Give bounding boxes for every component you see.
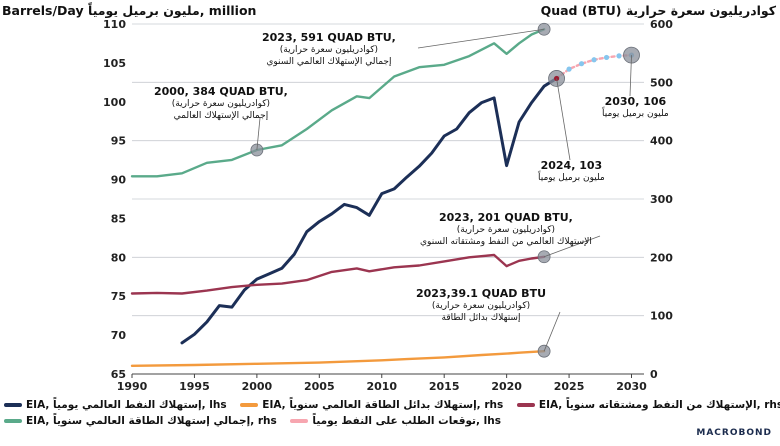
legend-item-oil: EIA, إستهلاك النفط العالمي يومياً, lhs [4, 399, 227, 411]
y-left-tick-label: 70 [111, 329, 127, 342]
y-left-tick-label: 100 [103, 96, 126, 109]
annotation-2000-line1: 2000, 384 QUAD BTU, [154, 85, 288, 98]
legend-row-1: EIA, إستهلاك النفط العالمي يومياً, lhs E… [4, 398, 780, 411]
y-right-tick-label: 100 [650, 310, 673, 323]
x-tick-label: 2025 [554, 380, 585, 393]
legend-item-alternatives: EIA, إستهلاك بدائل الطاقة العالمي سنوياً… [240, 399, 503, 411]
annotation-2030-line2: مليون برميل يومياً [602, 109, 669, 119]
forecast-point [566, 66, 572, 72]
y-right-tick-label: 0 [650, 368, 658, 381]
y-right-tick-label: 400 [650, 135, 673, 148]
annotation-2000-line3: إجمالي الإستهلاك العالمي [173, 111, 269, 121]
x-tick-label: 2005 [304, 380, 335, 393]
annotation-leader [417, 28, 545, 49]
annotation-2023-alternatives: 2023,39.1 QUAD BTU (كوادريليون سعرة حرار… [416, 288, 546, 324]
annotation-2023-oilgas-line3: الإستهلاك العالمي من النفط ومشتقاته السن… [420, 237, 592, 247]
annotation-2030-line1: 2030, 106 [604, 95, 667, 108]
legend-swatch-forecast [290, 419, 309, 423]
y-left-tick-label: 80 [111, 251, 127, 264]
annotation-2023-alt-line2: (كوادريليون سعرة حرارية) [431, 301, 531, 311]
legend-label-forecast: توقعات الطلب على النفط يومياً, lhs [312, 415, 501, 427]
y-right-tick-label: 200 [650, 251, 673, 264]
macrobond-logo: MACROBOND [696, 428, 772, 438]
annotation-2024-line2: مليون برميل يومياً [538, 173, 605, 183]
annotation-2000-line2: (كوادريليون سعرة حرارية) [171, 99, 271, 109]
annotation-2023-total-line3: إجمالي الإستهلاك العالمي السنوي [266, 57, 392, 67]
y-right-tick-label: 500 [650, 76, 673, 89]
x-tick-label: 2020 [491, 380, 522, 393]
x-tick-label: 2030 [616, 380, 647, 393]
forecast-point [616, 53, 622, 59]
y-left-tick-label: 95 [111, 135, 126, 148]
legend-swatch-total [4, 419, 22, 423]
legend-row-2: EIA, إجمالي إستهلاك الطاقة العالمي سنويا… [4, 414, 511, 427]
annotation-2024: 2024, 103 مليون برميل يومياً [538, 160, 605, 184]
annotation-2023-total-line2: (كوادريليون سعرة حرارية) [279, 45, 379, 55]
annotation-2023-oilgas: 2023, 201 QUAD BTU, (كوادريليون سعرة حرا… [420, 212, 592, 248]
x-tick-label: 1995 [179, 380, 210, 393]
annotation-leader [543, 311, 561, 352]
y-left-tick-label: 105 [103, 57, 126, 70]
series-line-oil [180, 76, 559, 345]
annotation-2023-alt-line1: 2023,39.1 QUAD BTU [416, 287, 547, 300]
legend-label-oil-gas: EIA, الإستهلاك من النفط ومشتقاته سنوياً,… [538, 399, 780, 411]
annotation-leader [256, 117, 261, 151]
legend-swatch-alternatives [240, 403, 259, 407]
x-tick-label: 1990 [117, 380, 148, 393]
legend-swatch-oil-gas [516, 403, 535, 407]
left-axis-title: Barrels/Day مليون برميل يومياً, million [2, 3, 257, 18]
x-tick-label: 2000 [242, 380, 273, 393]
annotation-2023-oilgas-line2: (كوادريليون سعرة حرارية) [456, 225, 556, 235]
legend-swatch-oil [4, 403, 22, 407]
annotation-2030: 2030, 106 مليون برميل يومياً [602, 96, 669, 120]
y-left-tick-label: 65 [111, 368, 126, 381]
y-left-tick-label: 85 [111, 212, 126, 225]
annotation-leader [543, 235, 601, 258]
legend-item-oil-gas: EIA, الإستهلاك من النفط ومشتقاته سنوياً,… [516, 399, 780, 411]
y-left-tick-label: 110 [103, 18, 126, 31]
series-line-total [130, 28, 546, 178]
y-left-tick-label: 75 [111, 290, 126, 303]
annotation-2023-oilgas-line1: 2023, 201 QUAD BTU, [439, 211, 573, 224]
legend-label-alternatives: EIA, إستهلاك بدائل الطاقة العالمي سنوياً… [262, 399, 504, 411]
legend-label-oil: EIA, إستهلاك النفط العالمي يومياً, lhs [26, 399, 227, 411]
x-tick-label: 2015 [429, 380, 460, 393]
annotation-leader [629, 55, 632, 97]
legend-item-forecast: توقعات الطلب على النفط يومياً, lhs [290, 415, 501, 427]
x-tick-label: 2010 [366, 380, 397, 393]
annotation-2024-line1: 2024, 103 [540, 159, 603, 172]
y-left-tick-label: 90 [111, 174, 127, 187]
legend-label-total: EIA, إجمالي إستهلاك الطاقة العالمي سنويا… [26, 415, 277, 427]
annotation-leader [556, 78, 571, 161]
forecast-point [603, 54, 610, 61]
annotation-2023-total-line1: 2023, 591 QUAD BTU, [262, 31, 396, 44]
series-line-alternatives [130, 350, 546, 367]
right-axis-title: Quad (BTU) كوادريليون سعرة حرارية [540, 3, 776, 18]
forecast-point [591, 57, 597, 63]
annotation-2023-total: 2023, 591 QUAD BTU, (كوادريليون سعرة حرا… [262, 32, 396, 68]
y-right-tick-label: 600 [650, 18, 673, 31]
legend-item-total: EIA, إجمالي إستهلاك الطاقة العالمي سنويا… [4, 415, 277, 427]
annotation-2023-alt-line3: إستهلاك بدائل الطاقة [441, 313, 521, 323]
annotation-2000: 2000, 384 QUAD BTU, (كوادريليون سعرة حرا… [154, 86, 288, 122]
series-line-oil_gas [130, 253, 546, 295]
forecast-point [578, 61, 585, 67]
y-right-tick-label: 300 [650, 193, 673, 206]
